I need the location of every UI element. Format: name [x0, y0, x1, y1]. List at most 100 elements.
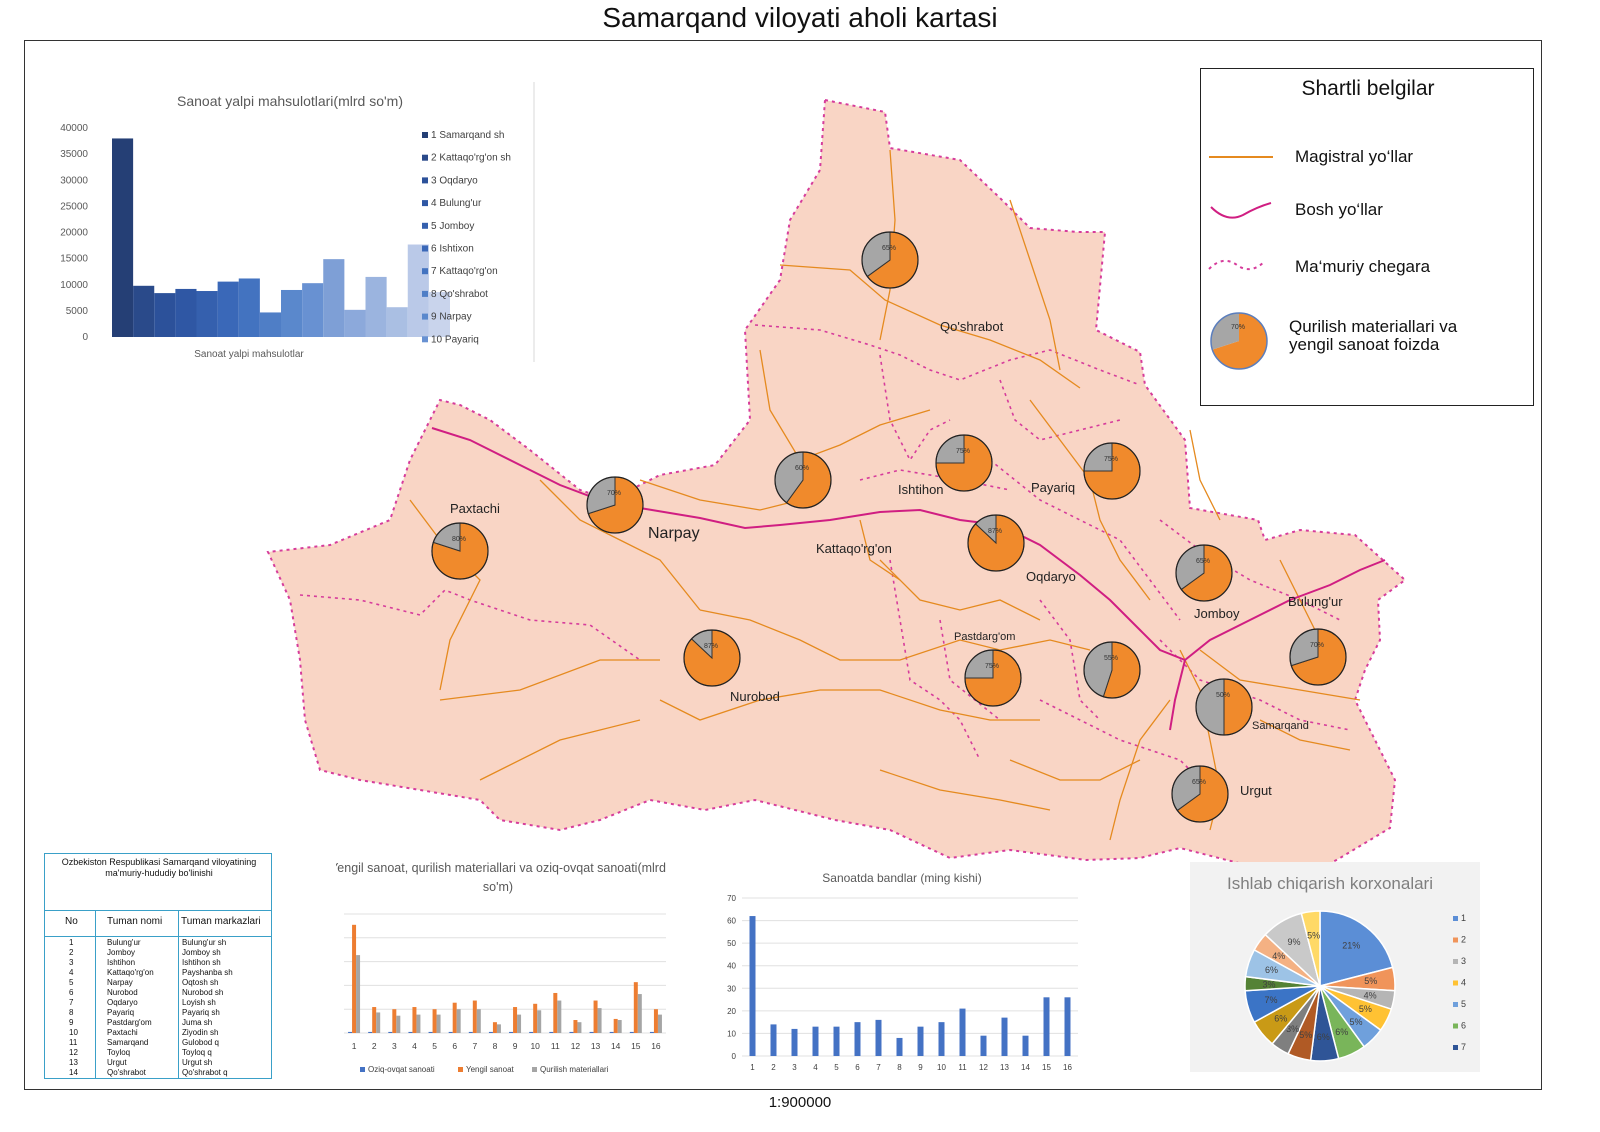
bar: [376, 1012, 381, 1033]
legend-entry: 2 Kattaqo'rg'on sh: [431, 153, 511, 164]
legend-entry: 8 Qo'shrabot: [431, 289, 488, 300]
map-label: Bulung'ur: [1288, 594, 1343, 609]
district-pie: 80%: [431, 522, 489, 580]
map-label: Jomboy: [1194, 606, 1240, 621]
bar: [533, 1003, 538, 1033]
y-tick-label: 5000: [66, 306, 89, 317]
district-pie: 70%: [586, 476, 644, 534]
bar: [917, 1026, 924, 1056]
table-cell-no: 7: [69, 998, 74, 1007]
district-pie: 75%: [935, 434, 993, 492]
bar: [365, 276, 387, 337]
pie-slice-label: 3%: [1286, 1024, 1299, 1034]
pie-slice-label: 5%: [1307, 930, 1320, 940]
bar: [392, 1009, 397, 1033]
table-rule: [45, 936, 271, 937]
table-cell-no: 2: [69, 948, 74, 957]
legend-swatch: [1453, 937, 1458, 943]
map-scale: 1:900000: [768, 1094, 832, 1111]
district-pie: 75%: [964, 649, 1022, 707]
table-cell-no: 14: [69, 1068, 78, 1077]
bar: [791, 1028, 798, 1056]
bar: [352, 924, 357, 1033]
table-cell-district: Pastdarg'om: [107, 1018, 152, 1027]
bar: [833, 1026, 840, 1056]
y-tick-label: 40000: [60, 123, 88, 134]
pie-slice-label: 3%: [1263, 979, 1276, 989]
bar: [133, 285, 155, 337]
legend-swatch: [1453, 1023, 1458, 1029]
legend-entry: 7 Kattaqo'rg'on: [431, 266, 498, 277]
bar: [597, 1008, 602, 1033]
dashed-border-icon: [1208, 259, 1266, 271]
table-cell-center: Jomboy sh: [182, 948, 221, 957]
table-header-no: No: [65, 916, 78, 927]
district-pie: 70%: [1289, 628, 1347, 686]
pie-percent-label: 75%: [956, 448, 970, 455]
legend-swatch: [422, 336, 428, 343]
bar: [1001, 1017, 1008, 1056]
legend-swatch: [1453, 916, 1458, 921]
bar: [1043, 997, 1050, 1056]
y-tick-label: 10: [727, 1029, 736, 1038]
legend-swatch: [422, 290, 428, 297]
x-tick-label: 7: [472, 1041, 477, 1051]
x-tick-label: 14: [611, 1041, 621, 1051]
table-cell-district: Bulung'ur: [107, 938, 141, 947]
bar: [875, 1019, 882, 1056]
table-row: 6 Nurobod Nurobod sh: [45, 988, 271, 998]
table-cell-center: Juma sh: [182, 1018, 213, 1027]
x-tick-label: 15: [631, 1041, 641, 1051]
table-cell-no: 5: [69, 978, 74, 987]
pie-outline: [1175, 544, 1233, 602]
map-label: Kattaqo'rg'on: [816, 541, 892, 556]
legend-symbols: 70%: [1208, 156, 1273, 370]
table-cell-district: Toyloq: [107, 1048, 131, 1057]
industry-output-chart: Sanoat yalpi mahsulotlari(mlrd so'm) 400…: [60, 82, 535, 362]
legend-entry: 7: [1461, 1042, 1466, 1052]
legend-swatch: [422, 200, 428, 207]
bar: [448, 1031, 453, 1033]
bar: [386, 307, 408, 337]
y-tick-label: 30000: [60, 175, 88, 186]
pie-slice-label: 5%: [1350, 1017, 1363, 1027]
table-cell-no: 4: [69, 968, 74, 977]
district-pie: 55%: [1083, 641, 1141, 699]
map-frame: [24, 40, 1542, 1090]
factories-pie-chart: Ishlab chiqarish korxonalari 21% 5% 4% 5% 5%…: [1190, 862, 1480, 1072]
legend-swatch: [1453, 959, 1458, 964]
table-cell-no: 1: [69, 938, 74, 947]
district-pie: 50%: [1195, 678, 1253, 736]
bar: [938, 1022, 945, 1056]
table-cell-center: Ishtihon sh: [182, 958, 221, 967]
bar: [553, 992, 558, 1033]
x-tick-label: 9: [918, 1063, 923, 1072]
legend-entry: 3 Oqdaryo: [431, 175, 478, 186]
pie-outline: [1083, 442, 1141, 500]
chart-title: Ishlab chiqarish korxonalari: [1227, 874, 1433, 893]
pie-percent-label: 60%: [795, 465, 809, 472]
bar: [436, 1014, 441, 1033]
legend-entry: 5 Jomboy: [431, 221, 474, 232]
y-tick-label: 60: [727, 917, 736, 926]
bar: [452, 1002, 457, 1033]
bar: [238, 278, 260, 337]
table-cell-district: Qo'shrabot: [107, 1068, 146, 1077]
pie-symbol-icon: 70%: [1210, 312, 1268, 370]
light-industry-chart: Yengil sanoat, qurilish materiallari va …: [336, 861, 666, 1074]
legend-pie-label: 70%: [1231, 324, 1245, 331]
legend-entry: 9 Narpay: [431, 312, 472, 323]
legend-entry: 5: [1461, 999, 1466, 1009]
bar: [609, 1031, 614, 1033]
pie-outline: [1171, 765, 1229, 823]
pie-slice: [1300, 910, 1321, 987]
pie-percent-label: 87%: [988, 528, 1002, 535]
table-cell-no: 13: [69, 1058, 78, 1067]
table-cell-center: Gulobod q: [182, 1038, 219, 1047]
district-pie: 65%: [861, 231, 919, 289]
x-tick-label: 4: [412, 1041, 417, 1051]
bar: [348, 1031, 353, 1033]
district-pie: 87%: [967, 514, 1025, 572]
pie-percent-label: 80%: [452, 536, 466, 543]
